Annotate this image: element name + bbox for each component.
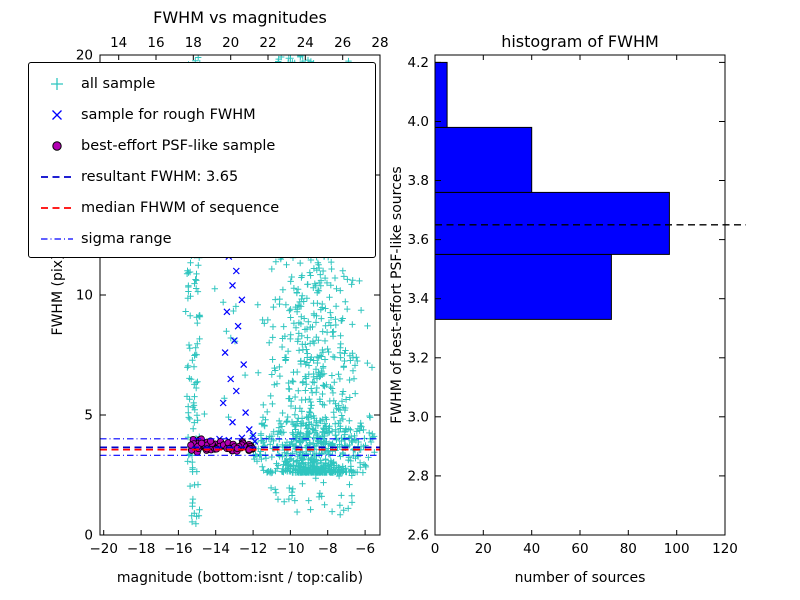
x-tick-label: −8 bbox=[318, 541, 338, 557]
y-tick-label: 4.2 bbox=[408, 55, 429, 71]
x-tick-label: −14 bbox=[201, 541, 230, 557]
reference-lines-layer bbox=[100, 438, 380, 456]
scatter-title: FWHM vs magnitudes bbox=[153, 8, 327, 27]
psf-sample-point bbox=[198, 439, 206, 447]
legend-item-psf-sample: best-effort PSF-like sample bbox=[29, 130, 375, 161]
scatter-series-all-sample bbox=[182, 55, 378, 527]
legend-item-label: sigma range bbox=[81, 230, 172, 247]
legend-item-rough-fwhm: sample for rough FWHM bbox=[29, 99, 375, 130]
y-tick-label: 3.2 bbox=[408, 350, 429, 366]
y-tick-label: 4.0 bbox=[408, 114, 429, 130]
x-tick-label: 100 bbox=[664, 541, 690, 557]
x-tick-label: 80 bbox=[620, 541, 637, 557]
x-tick-label: −10 bbox=[276, 541, 305, 557]
x-top-tick-label: 18 bbox=[185, 35, 202, 51]
histogram-bar bbox=[434, 61, 448, 128]
x-top-tick-label: 28 bbox=[371, 35, 388, 51]
x-tick-label: −12 bbox=[239, 541, 268, 557]
y-tick-label: 10 bbox=[76, 288, 93, 304]
x-top-tick-label: 22 bbox=[259, 35, 276, 51]
legend-item-label: resultant FWHM: 3.65 bbox=[81, 168, 239, 185]
histogram-bar bbox=[434, 253, 612, 320]
x-top-tick-label: 16 bbox=[147, 35, 164, 51]
y-tick-label: 3.8 bbox=[408, 173, 429, 189]
dashdot-blue-line-icon bbox=[41, 237, 73, 240]
circle-marker-icon bbox=[52, 140, 62, 151]
psf-sample-point bbox=[225, 444, 233, 453]
y-tick-label: 3.6 bbox=[408, 232, 429, 248]
y-tick-label: 2.6 bbox=[408, 528, 429, 544]
histogram-xlabel: number of sources bbox=[515, 570, 646, 586]
y-tick-label: 2.8 bbox=[408, 468, 429, 484]
psf-sample-point bbox=[233, 444, 241, 452]
histogram-plot: 0 20 40 60 80 100 120 2.6 2.8 3.0 3.2 3.4 3.6 3.8 4.0 4… bbox=[408, 54, 746, 557]
scatter-plot: −20 −18 −16 −14 −12 −10 −8 −6 14 16 18 20 22 24 26 28 0 5… bbox=[76, 35, 389, 557]
x-tick-label: 120 bbox=[712, 541, 738, 557]
legend-item-all-sample: all sample bbox=[29, 68, 375, 99]
y-tick-label: 5 bbox=[84, 408, 93, 424]
histogram-title: histogram of FWHM bbox=[501, 32, 659, 51]
dashed-blue-line-icon bbox=[41, 175, 73, 178]
y-tick-label: 3.4 bbox=[408, 291, 429, 307]
scatter-ylabel: FWHM (pix) bbox=[50, 255, 66, 336]
x-tick-label: 60 bbox=[571, 541, 588, 557]
dashed-red-line-icon bbox=[41, 206, 73, 209]
psf-sample-point bbox=[207, 437, 215, 445]
legend-item-label: sample for rough FWHM bbox=[81, 106, 256, 123]
x-tick-label: −6 bbox=[355, 541, 375, 557]
y-tick-label: 0 bbox=[84, 528, 93, 544]
x-tick-label: −18 bbox=[127, 541, 156, 557]
histogram-bar bbox=[434, 126, 533, 193]
x-top-tick-label: 20 bbox=[222, 35, 239, 51]
legend-item-median-fwhm: median FHWM of sequence bbox=[29, 192, 375, 223]
x-tick-label: 40 bbox=[523, 541, 540, 557]
x-tick-label: −20 bbox=[89, 541, 118, 557]
legend-item-sigma-range: sigma range bbox=[29, 223, 375, 254]
legend-item-resultant-fwhm: resultant FWHM: 3.65 bbox=[29, 161, 375, 192]
legend-item-label: median FHWM of sequence bbox=[81, 199, 280, 216]
histogram-ylabel: FWHM of best-effort PSF-like sources bbox=[389, 166, 405, 423]
legend-item-label: best-effort PSF-like sample bbox=[81, 137, 276, 154]
x-tick-label: 0 bbox=[431, 541, 440, 557]
x-marker-icon bbox=[52, 109, 62, 120]
scatter-xlabel: magnitude (bottom:isnt / top:calib) bbox=[117, 570, 363, 586]
x-tick-label: −16 bbox=[164, 541, 193, 557]
y-tick-label: 20 bbox=[76, 48, 93, 64]
legend-item-label: all sample bbox=[81, 75, 156, 92]
x-top-tick-label: 26 bbox=[334, 35, 351, 51]
y-tick-label: 3.0 bbox=[408, 409, 429, 425]
x-tick-label: 20 bbox=[475, 541, 492, 557]
legend: all sample sample for rough FWHM best-ef… bbox=[28, 62, 376, 258]
x-top-tick-label: 24 bbox=[297, 35, 314, 51]
histogram-bar bbox=[434, 191, 670, 255]
x-top-tick-label: 14 bbox=[110, 35, 127, 51]
plus-marker-icon bbox=[51, 77, 63, 90]
